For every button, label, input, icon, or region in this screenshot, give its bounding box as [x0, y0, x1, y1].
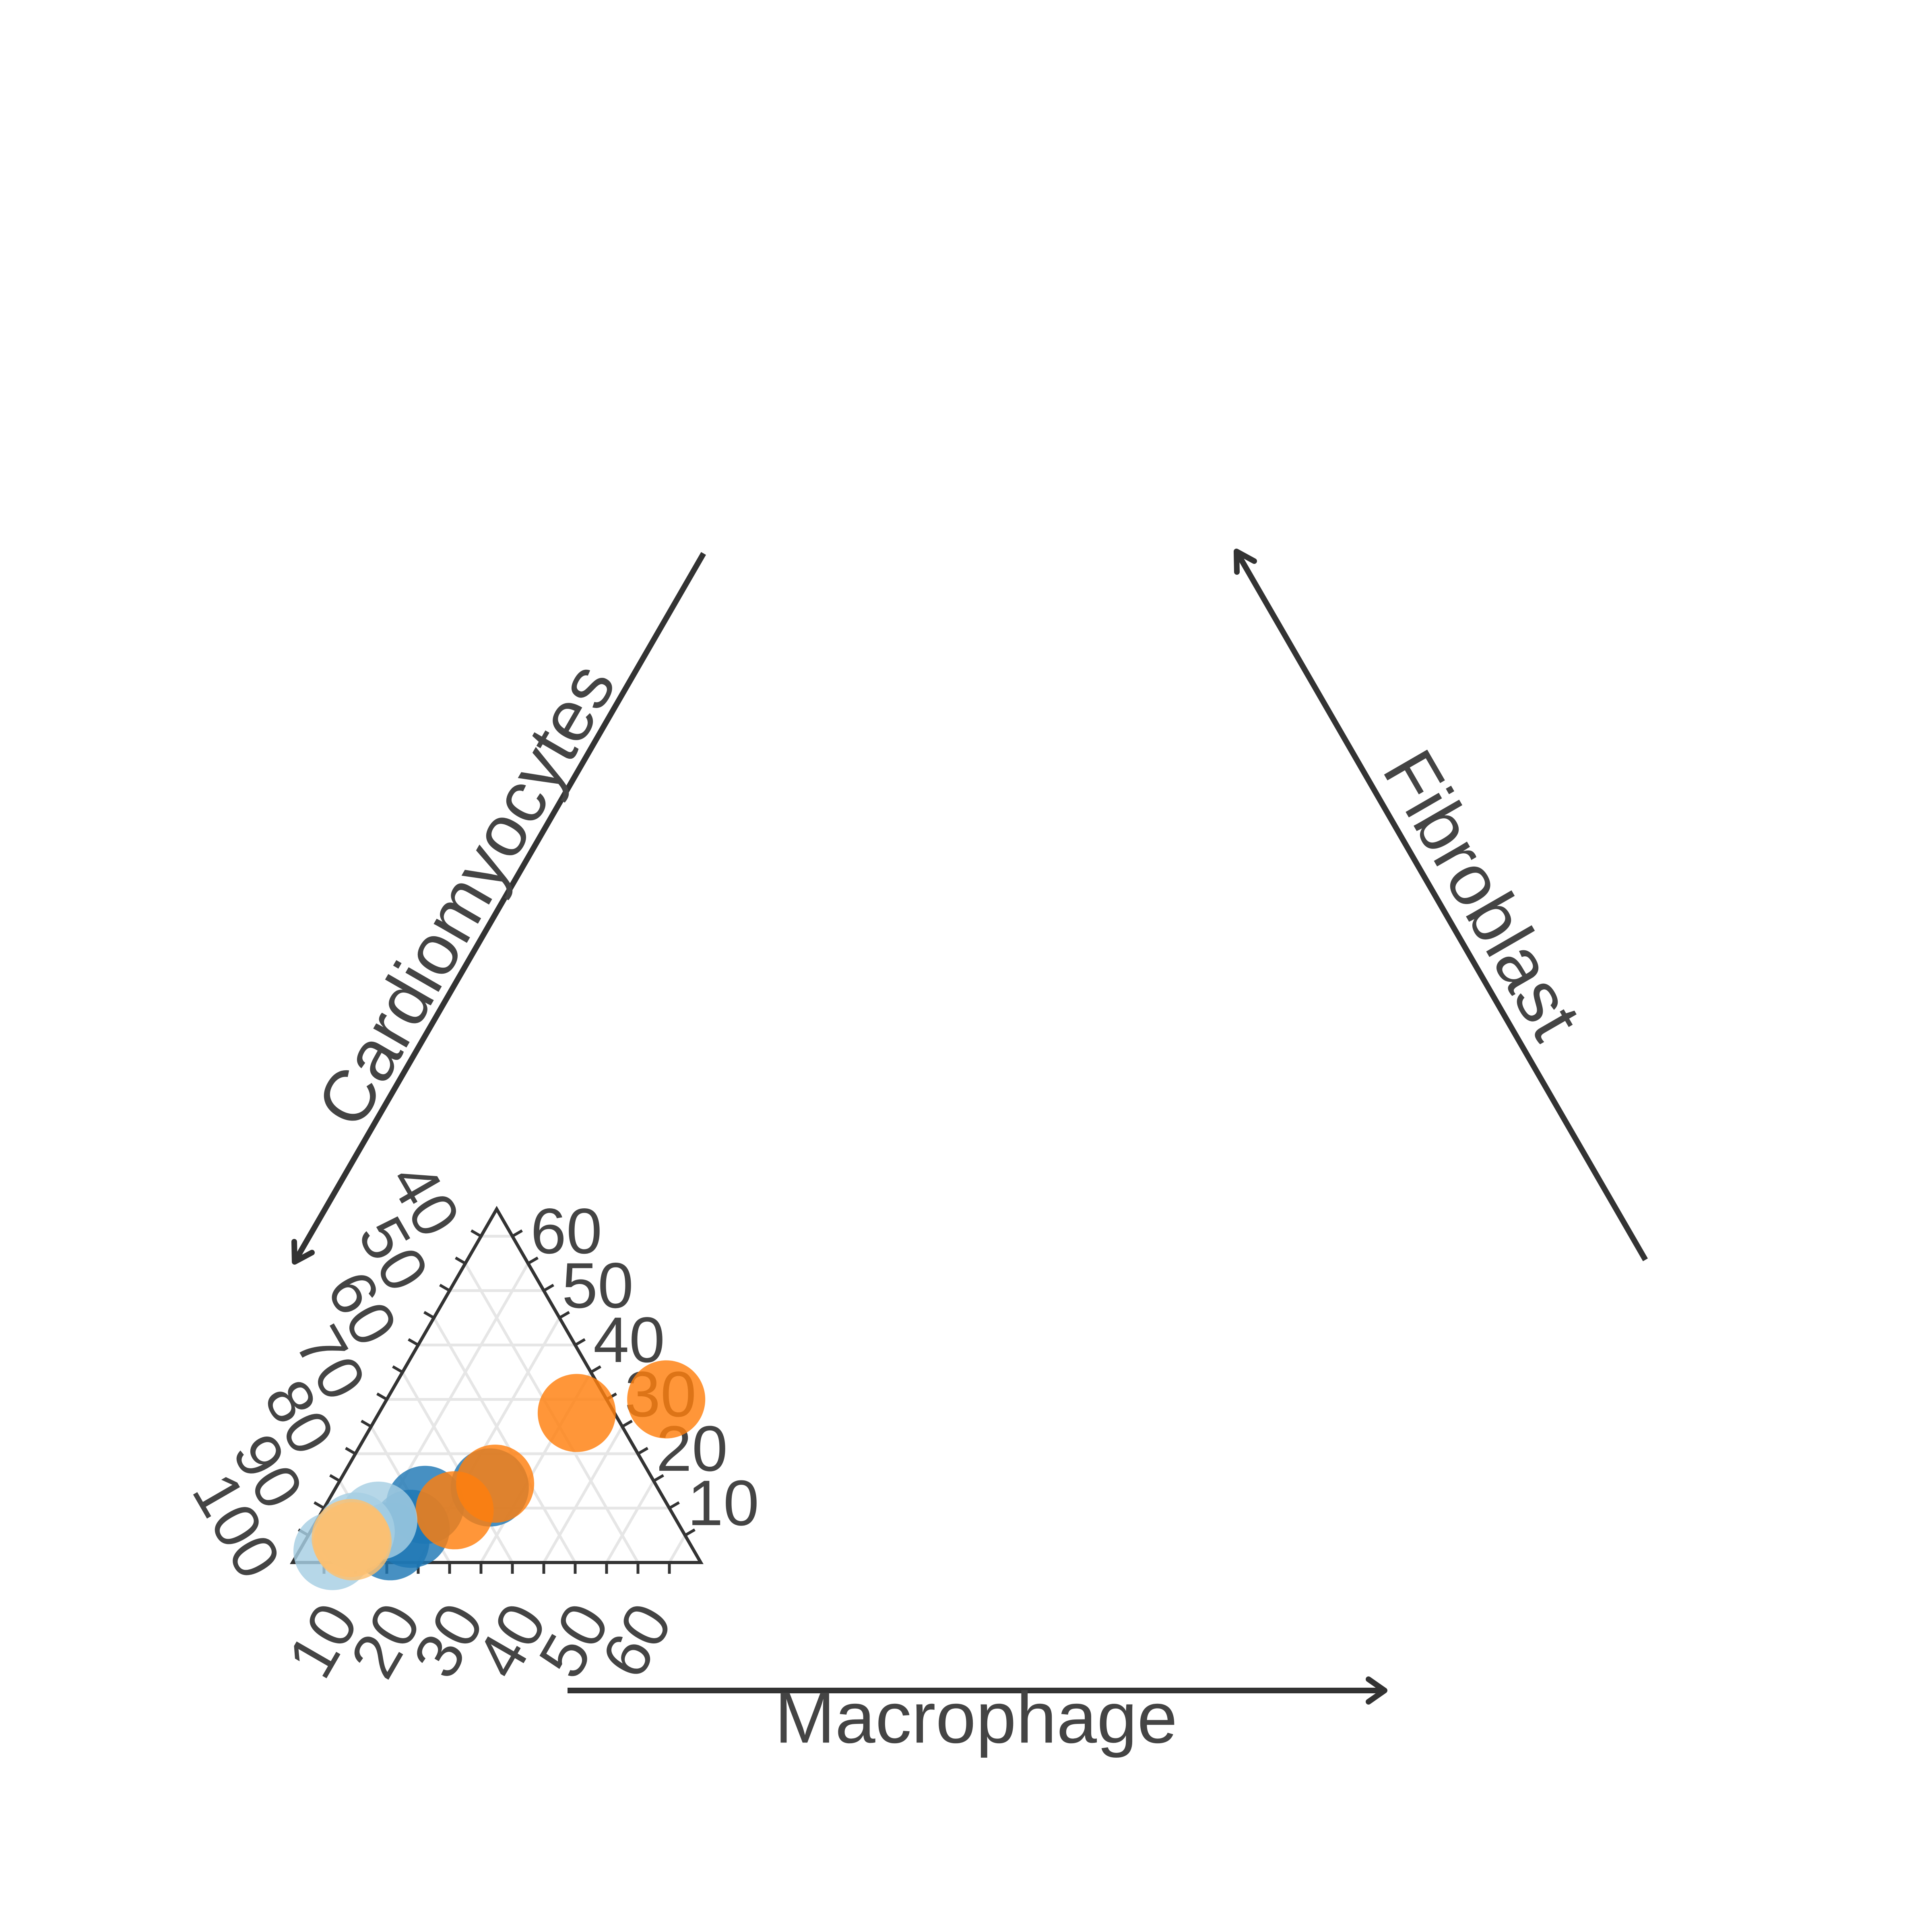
tick-mark: [345, 1447, 356, 1455]
grid-line: [605, 1480, 655, 1563]
data-point: [415, 1471, 494, 1550]
tick-mark: [439, 1284, 450, 1292]
tick-mark: [684, 1528, 696, 1537]
grid-line: [432, 1317, 577, 1563]
grid-line: [542, 1426, 624, 1563]
data-point: [627, 1360, 706, 1439]
tick-mark: [471, 1229, 482, 1238]
tick-mark: [621, 1420, 633, 1428]
tick-mark: [392, 1365, 403, 1374]
tick-mark: [653, 1474, 664, 1482]
tick-mark: [543, 1284, 554, 1292]
grid-line: [668, 1534, 687, 1563]
fibroblast-axis-arrow: [1234, 549, 1648, 1261]
tick-mark: [637, 1447, 648, 1455]
tick-mark: [408, 1338, 419, 1346]
fibroblast-tick-label: 10: [687, 1467, 759, 1539]
data-point: [313, 1502, 392, 1581]
tick-mark: [512, 1229, 523, 1238]
macrophage-axis-title: Macrophage: [775, 1678, 1178, 1759]
tick-mark: [329, 1474, 341, 1482]
tick-mark: [423, 1311, 435, 1319]
tick-mark: [574, 1338, 586, 1346]
macrophage-axis-arrow: [568, 1676, 1387, 1705]
tick-mark: [314, 1501, 325, 1509]
tick-mark: [455, 1256, 466, 1265]
data-point: [537, 1374, 616, 1452]
tick-mark: [361, 1420, 372, 1428]
cardiomyocytes-axis-arrow: [291, 552, 706, 1265]
tick-mark: [376, 1392, 388, 1401]
tick-mark: [590, 1365, 601, 1374]
data-points: [293, 1360, 706, 1590]
fibroblast-tick-label: 50: [562, 1249, 634, 1321]
macrophage-tick-label: 60: [588, 1591, 686, 1690]
cardiomyocytes-axis-title: Cardiomyocytes: [301, 650, 631, 1140]
fibroblast-tick-label: 60: [530, 1195, 602, 1267]
tick-mark: [559, 1311, 570, 1319]
tick-mark: [669, 1501, 680, 1509]
fibroblast-axis-title: Fibroblast: [1367, 737, 1596, 1053]
tick-mark: [527, 1256, 539, 1265]
